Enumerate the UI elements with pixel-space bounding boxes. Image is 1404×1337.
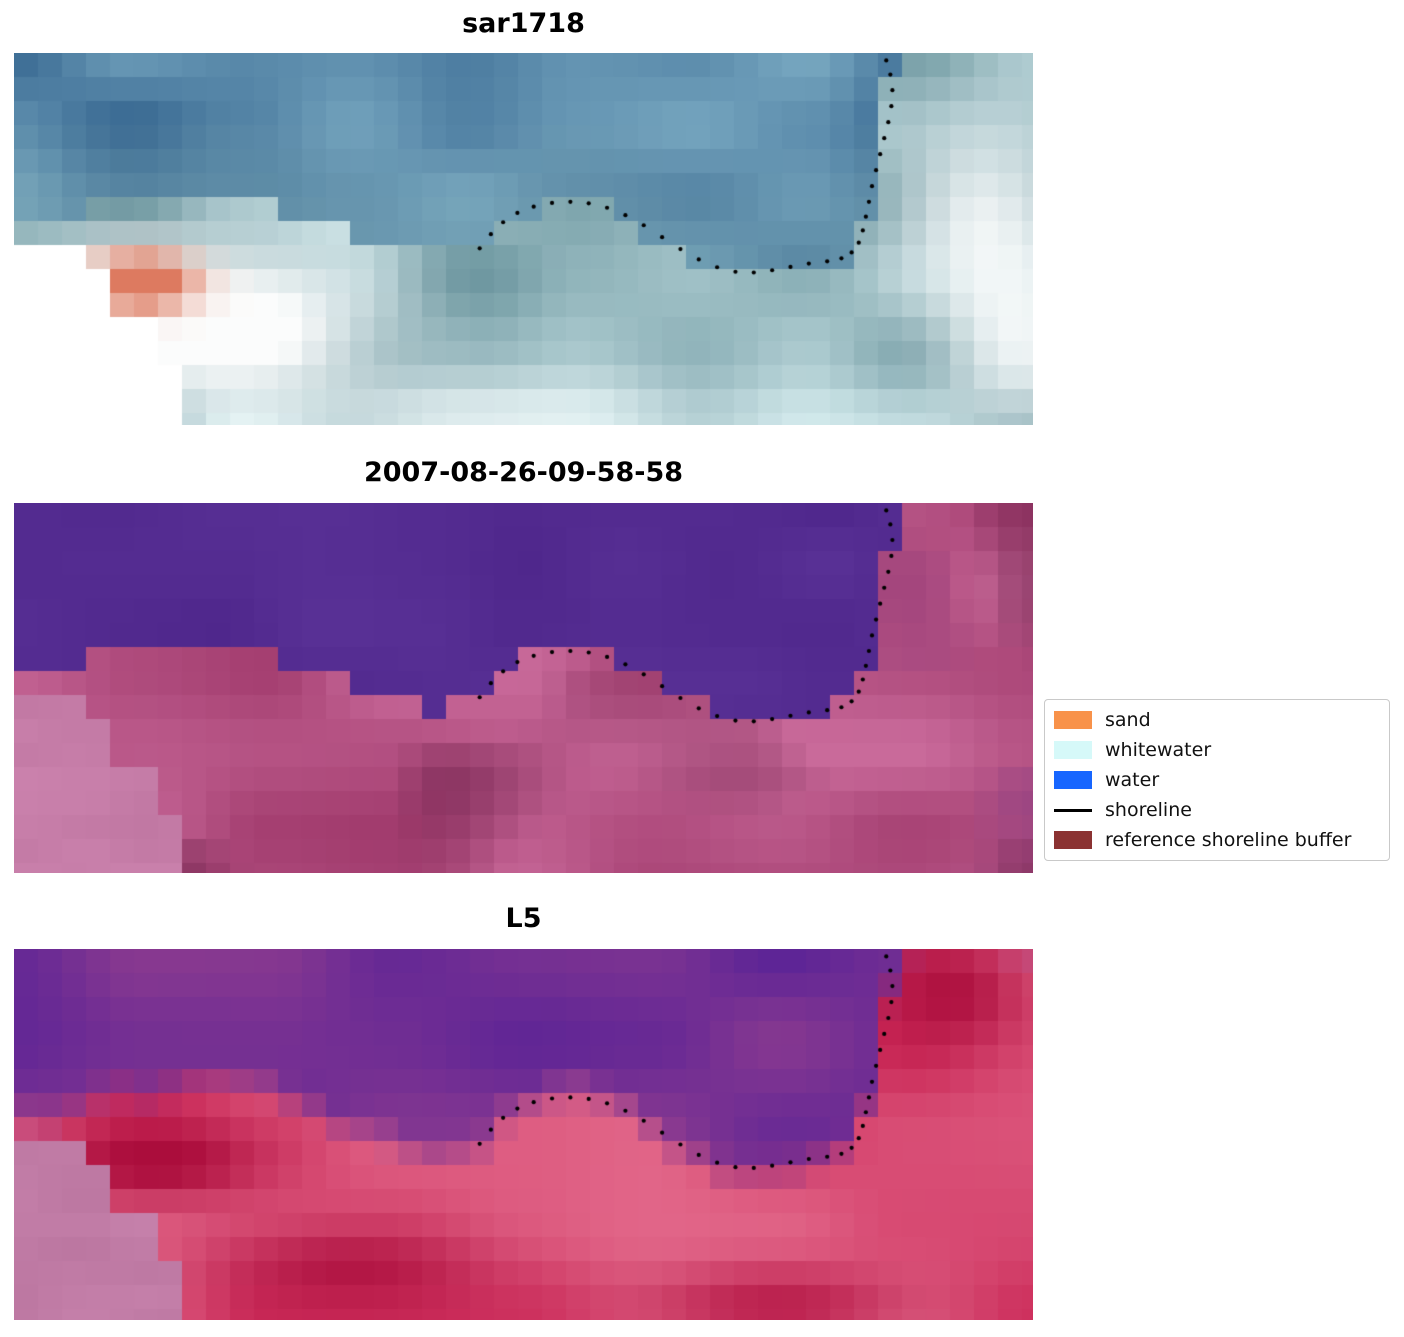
- sand-swatch: [1054, 711, 1092, 729]
- legend-label-whitewater: whitewater: [1105, 739, 1212, 761]
- legend-label-water: water: [1105, 769, 1160, 791]
- panel-title-l5: L5: [505, 903, 542, 934]
- legend-item-reference-shoreline-buffer: reference shoreline buffer: [1054, 825, 1380, 855]
- legend-label-sand: sand: [1105, 709, 1151, 731]
- water-swatch: [1054, 771, 1092, 789]
- panel-title-classified: 2007-08-26-09-58-58: [363, 457, 684, 488]
- legend-label-reference-shoreline-buffer: reference shoreline buffer: [1105, 829, 1352, 851]
- legend-item-whitewater: whitewater: [1054, 735, 1380, 765]
- whitewater-swatch: [1054, 741, 1092, 759]
- l5-image: [14, 949, 1033, 1320]
- panel-title-sar1718: sar1718: [462, 8, 585, 39]
- legend-label-shoreline: shoreline: [1105, 799, 1192, 821]
- legend-item-sand: sand: [1054, 705, 1380, 735]
- classified-image: [14, 503, 1033, 873]
- sar1718-image: [14, 53, 1033, 425]
- legend-item-water: water: [1054, 765, 1380, 795]
- legend-item-shoreline: shoreline: [1054, 795, 1380, 825]
- legend: sand whitewater water shoreline referenc…: [1044, 699, 1390, 861]
- reference-shoreline-buffer-swatch: [1054, 831, 1092, 849]
- shoreline-line-swatch: [1054, 808, 1092, 812]
